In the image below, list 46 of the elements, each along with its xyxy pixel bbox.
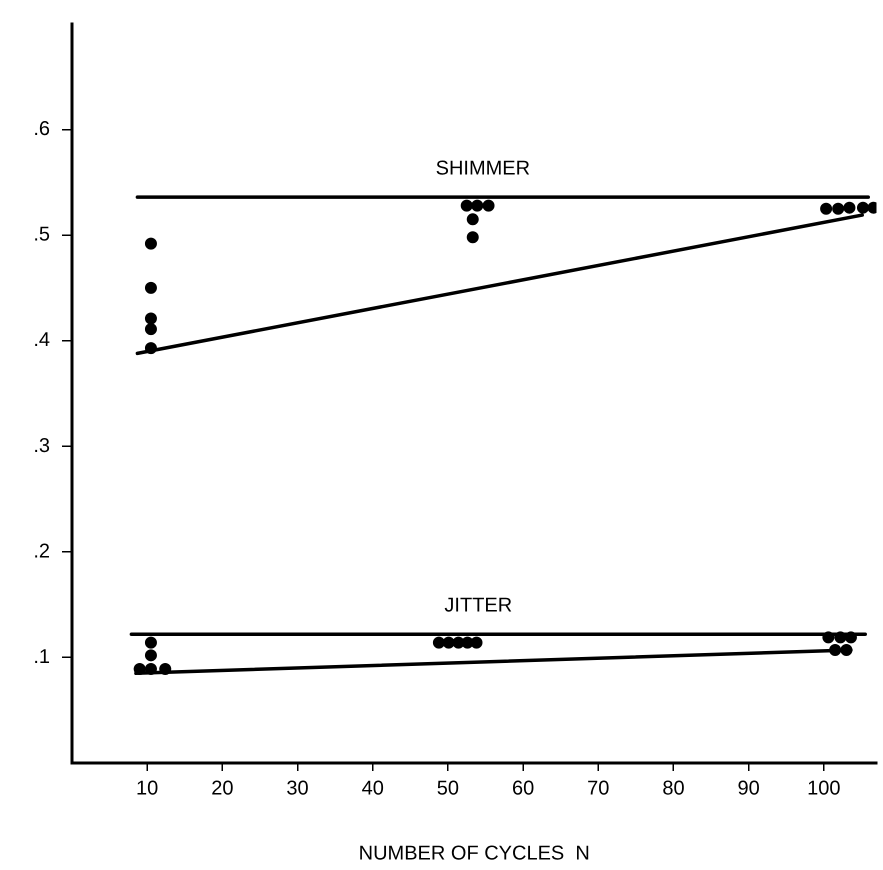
- x-tick-label: 70: [587, 778, 610, 800]
- x-tick-label: 50: [436, 778, 460, 800]
- point: [134, 663, 146, 676]
- point: [856, 202, 869, 214]
- x-axis-title: NUMBER OF CYCLES N: [358, 842, 590, 865]
- point: [144, 323, 157, 336]
- point: [144, 636, 157, 649]
- point: [470, 636, 483, 649]
- point: [144, 312, 157, 325]
- series-label: SHIMMER: [436, 158, 530, 180]
- x-tick-label: 20: [211, 778, 234, 800]
- series-label: JITTER: [444, 594, 512, 617]
- point: [144, 663, 157, 676]
- x-tick-label: 80: [662, 778, 685, 800]
- point: [466, 231, 479, 244]
- point: [832, 202, 844, 215]
- point: [432, 636, 445, 649]
- point: [820, 202, 832, 215]
- y-tick-label: .6: [33, 118, 50, 140]
- point: [844, 631, 857, 644]
- point: [822, 631, 834, 644]
- point: [466, 213, 479, 226]
- point: [144, 342, 157, 354]
- x-tick-label: 90: [738, 778, 760, 800]
- y-tick-label: .3: [33, 434, 50, 457]
- y-tick-label: .1: [33, 646, 50, 668]
- x-tick-label: 100: [807, 778, 841, 800]
- y-tick-label: .2: [33, 540, 50, 562]
- point: [834, 631, 846, 644]
- y-tick-label: .5: [33, 224, 50, 246]
- x-tick-label: 30: [286, 778, 309, 800]
- point: [144, 282, 157, 294]
- x-tick-label: 10: [136, 778, 158, 800]
- point: [442, 636, 455, 649]
- y-tick-label: .4: [33, 329, 50, 352]
- x-tick-label: 60: [512, 778, 534, 800]
- point: [843, 202, 856, 214]
- point: [144, 238, 157, 250]
- point: [482, 200, 495, 212]
- x-tick-label: 40: [362, 778, 384, 800]
- point: [829, 644, 842, 656]
- point: [471, 200, 484, 212]
- point: [460, 200, 473, 212]
- point: [144, 649, 157, 662]
- point: [840, 644, 852, 656]
- point: [159, 663, 172, 676]
